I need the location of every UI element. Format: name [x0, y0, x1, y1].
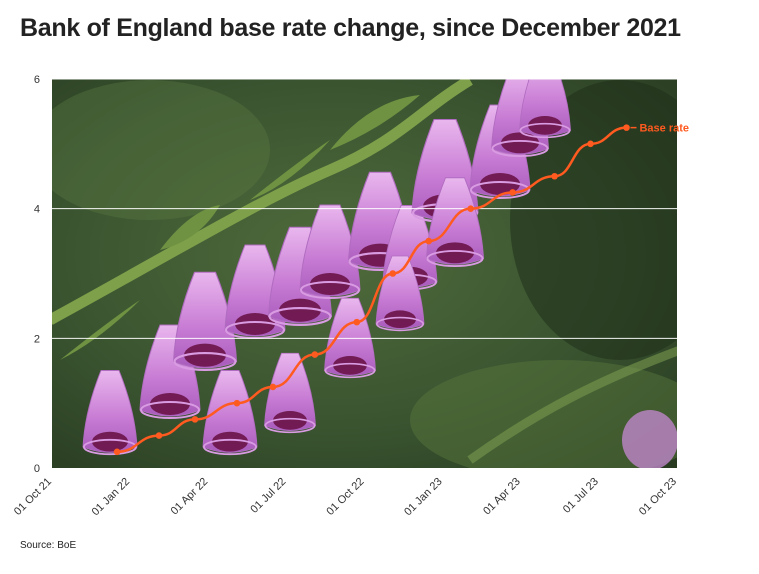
flower-bell — [299, 204, 361, 299]
data-point — [623, 124, 630, 131]
y-tick-label: 0 — [34, 463, 40, 475]
data-point — [587, 140, 594, 148]
data-point — [311, 351, 319, 358]
y-axis: 0 2 4 6 — [34, 74, 40, 475]
data-point — [113, 448, 121, 456]
y-tick-label: 6 — [34, 74, 40, 86]
flower-bells — [82, 79, 571, 456]
flower-bell — [264, 352, 316, 434]
gridlines — [52, 78, 677, 339]
series-base-rate: Base rate — [113, 123, 689, 456]
x-tick-label: 01 Oct 22 — [324, 476, 366, 518]
flower-bell — [426, 177, 484, 268]
flower-bell — [324, 297, 376, 379]
data-point — [233, 399, 241, 407]
flower-bell — [202, 370, 258, 456]
x-tick-label: 01 Jul 22 — [248, 476, 288, 516]
data-point — [269, 383, 277, 391]
x-tick-label: 01 Jan 22 — [90, 476, 133, 519]
x-tick-label: 01 Jul 23 — [561, 476, 601, 516]
data-point — [191, 416, 199, 423]
x-tick-label: 01 Oct 23 — [637, 476, 679, 518]
data-point — [389, 270, 397, 277]
source-note: Source: BoE — [20, 540, 77, 551]
x-axis: 01 Oct 21 01 Jan 22 01 Apr 22 01 Jul 22 01 O… — [12, 476, 679, 519]
y-tick-label: 2 — [34, 333, 40, 345]
series-label: Base rate — [639, 123, 689, 135]
flower-bell — [519, 79, 571, 139]
x-tick-label: 01 Apr 23 — [481, 476, 523, 518]
flower-bell — [82, 370, 138, 456]
data-point — [509, 189, 516, 196]
series-line — [117, 126, 627, 454]
data-point — [425, 237, 433, 245]
y-tick-label: 4 — [34, 204, 40, 216]
data-point — [155, 432, 163, 439]
x-tick-label: 01 Jan 23 — [402, 476, 445, 519]
foxglove-photo — [52, 79, 677, 468]
flower-bell — [172, 271, 238, 371]
data-point — [467, 205, 474, 212]
x-tick-label: 01 Oct 21 — [12, 476, 54, 518]
data-point — [551, 172, 558, 180]
data-point — [353, 318, 361, 326]
x-tick-label: 01 Apr 22 — [169, 476, 211, 518]
chart-title: Bank of England base rate change, since … — [20, 14, 681, 42]
